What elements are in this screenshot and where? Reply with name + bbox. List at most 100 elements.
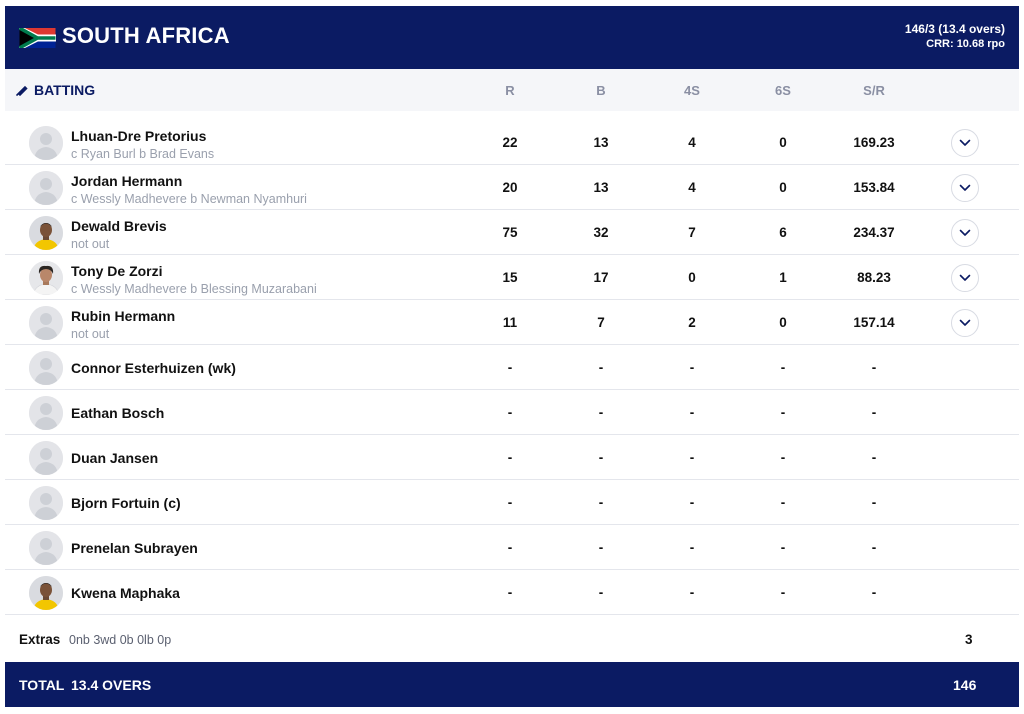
south-africa-flag-icon [19, 28, 56, 48]
expand-row-button[interactable] [951, 264, 979, 292]
stat-fours: - [689, 360, 695, 375]
expand-row-button[interactable] [951, 129, 979, 157]
player-avatar [29, 486, 63, 520]
batting-rows: Lhuan-Dre Pretorius c Ryan Burl b Brad Ev… [5, 120, 1019, 615]
batter-row: Rubin Hermann not out 11 7 2 0 157.14 [5, 300, 1019, 345]
stat-runs: 22 [502, 135, 518, 150]
player-avatar [29, 171, 63, 205]
batter-row: Duan Jansen - - - - - [5, 435, 1019, 480]
player-name[interactable]: Duan Jansen [71, 450, 159, 466]
extras-label: Extras [19, 632, 61, 647]
stat-fours: 2 [688, 315, 696, 330]
stat-sixes: 0 [779, 315, 787, 330]
stat-balls: 13 [593, 135, 609, 150]
stat-fours: 4 [688, 180, 696, 195]
stat-sixes: 6 [779, 225, 787, 240]
player-name[interactable]: Bjorn Fortuin (c) [71, 495, 181, 511]
player-avatar [29, 261, 63, 295]
stat-balls: - [598, 360, 604, 375]
chevron-down-icon [959, 274, 971, 281]
player-avatar [29, 126, 63, 160]
stat-strike-rate: - [871, 360, 877, 375]
stat-fours: - [689, 585, 695, 600]
stat-balls: 13 [593, 180, 609, 195]
total-runs: 146 [953, 677, 977, 693]
current-run-rate: CRR: 10.68 rpo [926, 38, 1005, 50]
player-name[interactable]: Jordan Hermann [71, 173, 183, 189]
stat-strike-rate: - [871, 405, 877, 420]
stat-strike-rate: 234.37 [853, 225, 895, 240]
player-name[interactable]: Eathan Bosch [71, 405, 165, 421]
stat-sixes: - [780, 585, 786, 600]
dismissal-text: c Wessly Madhevere b Blessing Muzarabani [71, 282, 317, 296]
stat-runs: - [507, 450, 513, 465]
batting-section-label: BATTING [16, 82, 95, 98]
stat-balls: - [598, 405, 604, 420]
stat-strike-rate: 169.23 [853, 135, 895, 150]
expand-row-button[interactable] [951, 309, 979, 337]
total-label: TOTAL [19, 677, 65, 693]
stat-sixes: 0 [779, 180, 787, 195]
extras-row: Extras 0nb 3wd 0b 0lb 0p 3 [5, 616, 1019, 661]
player-name[interactable]: Lhuan-Dre Pretorius [71, 128, 207, 144]
column-runs: R [505, 83, 515, 98]
stat-strike-rate: - [871, 450, 877, 465]
stat-fours: 7 [688, 225, 696, 240]
stat-strike-rate: 153.84 [853, 180, 895, 195]
total-bar: TOTAL 13.4 OVERS 146 [5, 662, 1019, 707]
player-avatar [29, 576, 63, 610]
extras-total: 3 [965, 632, 973, 647]
stat-balls: 7 [597, 315, 605, 330]
stat-fours: - [689, 405, 695, 420]
total-overs: 13.4 OVERS [71, 677, 152, 693]
stat-runs: 15 [502, 270, 518, 285]
column-sixes: 6S [775, 83, 791, 98]
stat-balls: - [598, 450, 604, 465]
player-avatar [29, 216, 63, 250]
stat-strike-rate: - [871, 585, 877, 600]
chevron-down-icon [959, 139, 971, 146]
stat-runs: - [507, 495, 513, 510]
dismissal-text: c Wessly Madhevere b Newman Nyamhuri [71, 192, 307, 206]
batter-row: Prenelan Subrayen - - - - - [5, 525, 1019, 570]
dismissal-text: not out [71, 327, 110, 341]
stat-runs: - [507, 360, 513, 375]
expand-row-button[interactable] [951, 174, 979, 202]
player-name[interactable]: Kwena Maphaka [71, 585, 180, 601]
team-header: SOUTH AFRICA 146/3 (13.4 overs) CRR: 10.… [5, 6, 1019, 69]
column-strike-rate: S/R [863, 83, 885, 98]
batter-row: Dewald Brevis not out 75 32 7 6 234.37 [5, 210, 1019, 255]
column-balls: B [596, 83, 606, 98]
expand-row-button[interactable] [951, 219, 979, 247]
player-name[interactable]: Rubin Hermann [71, 308, 176, 324]
stat-balls: - [598, 585, 604, 600]
player-name[interactable]: Tony De Zorzi [71, 263, 163, 279]
stat-runs: - [507, 540, 513, 555]
stat-sixes: - [780, 495, 786, 510]
stat-balls: - [598, 540, 604, 555]
player-name[interactable]: Dewald Brevis [71, 218, 167, 234]
stat-sixes: - [780, 405, 786, 420]
chevron-down-icon [959, 184, 971, 191]
stat-runs: 75 [502, 225, 518, 240]
stat-sixes: - [780, 540, 786, 555]
player-name[interactable]: Connor Esterhuizen (wk) [71, 360, 236, 376]
stat-fours: - [689, 540, 695, 555]
stat-balls: 32 [593, 225, 609, 240]
stat-sixes: - [780, 450, 786, 465]
player-avatar [29, 441, 63, 475]
dismissal-text: c Ryan Burl b Brad Evans [71, 147, 215, 161]
player-avatar [29, 351, 63, 385]
batter-row: Connor Esterhuizen (wk) - - - - - [5, 345, 1019, 390]
batter-row: Kwena Maphaka - - - - - [5, 570, 1019, 615]
stat-strike-rate: - [871, 495, 877, 510]
player-name[interactable]: Prenelan Subrayen [71, 540, 198, 556]
chevron-down-icon [959, 229, 971, 236]
stat-runs: 11 [502, 315, 518, 330]
stat-runs: - [507, 585, 513, 600]
batter-row: Tony De Zorzi c Wessly Madhevere b Blessi… [5, 255, 1019, 300]
stat-fours: - [689, 495, 695, 510]
stat-runs: - [507, 405, 513, 420]
stat-balls: - [598, 495, 604, 510]
team-score: 146/3 (13.4 overs) [904, 22, 1005, 36]
